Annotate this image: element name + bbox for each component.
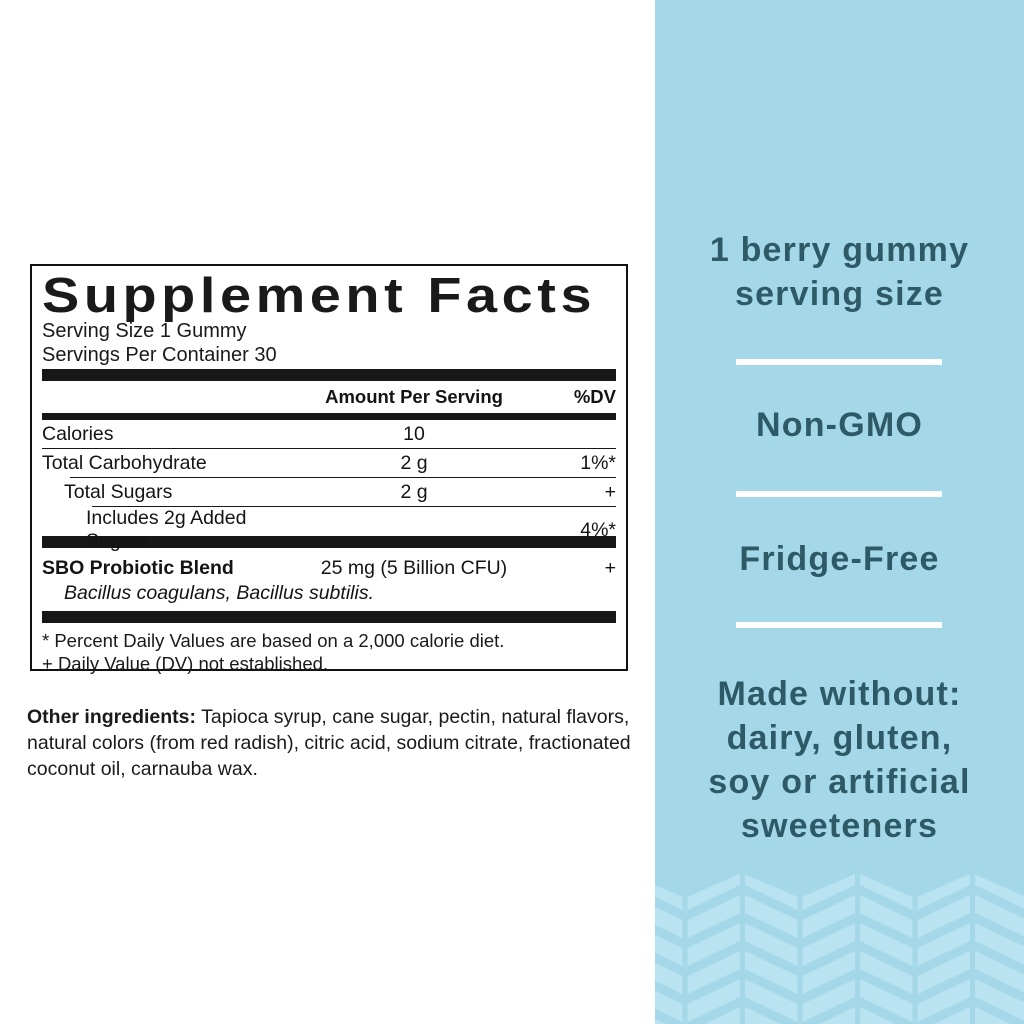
row-amount: 10: [403, 423, 425, 445]
footnote-dv-not-established: + Daily Value (DV) not established.: [42, 653, 329, 674]
claim-line: 1 berry gummy: [709, 231, 970, 269]
row-dv: +: [604, 557, 616, 579]
claim-line: Non-GMO: [755, 406, 924, 444]
other-ingredients-text: Tapioca syrup, cane sugar, pectin, natur…: [27, 705, 631, 780]
other-ingredients-label: Other ingredients:: [27, 705, 197, 728]
servings-per-container: Servings Per Container 30: [42, 344, 277, 366]
row-name: SBO Probiotic Blend: [42, 557, 234, 579]
serving-size: Serving Size 1 Gummy: [42, 320, 247, 342]
supplement-facts-panel: Supplement Facts Serving Size 1 Gummy Se…: [30, 264, 628, 674]
claim-line: soy or artificial: [708, 763, 971, 801]
claim-made-without: Made without: dairy, gluten, soy or arti…: [655, 672, 1024, 848]
other-ingredients: Other ingredients: Tapioca syrup, cane s…: [27, 704, 633, 782]
table-row-calories: Calories 10: [42, 420, 616, 449]
table-row-sbo-probiotic-blend: SBO Probiotic Blend 25 mg (5 Billion CFU…: [42, 556, 616, 581]
chevron-pattern-icon: [655, 873, 1024, 1024]
row-name: Includes 2g Added Sugars: [86, 507, 247, 552]
probiotic-species: Bacillus coagulans, Bacillus subtilis.: [64, 582, 374, 604]
row-amount: 2 g: [400, 452, 428, 474]
claim-line: Fridge-Free: [739, 540, 940, 578]
claims-divider: [736, 491, 942, 497]
claim-non-gmo: Non-GMO: [655, 403, 1024, 447]
table-row-added-sugars: Includes 2g Added Sugars 4%*: [42, 507, 616, 552]
claims-panel: 1 berry gummy serving size Non-GMO Fridg…: [655, 0, 1024, 1024]
claim-line: dairy, gluten,: [726, 719, 953, 757]
supplement-facts-title: Supplement Facts: [42, 269, 597, 323]
row-separator: [70, 476, 616, 478]
row-name: Total Sugars: [64, 481, 173, 503]
footnote-percent-dv: * Percent Daily Values are based on a 2,…: [42, 630, 505, 651]
row-name: Total Carbohydrate: [42, 452, 207, 474]
header-dv: %DV: [573, 385, 616, 407]
row-separator: [42, 447, 616, 449]
footnotes: * Percent Daily Values are based on a 2,…: [42, 629, 616, 675]
row-dv: 1%*: [580, 452, 616, 474]
divider-bar: [42, 536, 616, 548]
table-header-row: Amount Per Serving %DV: [42, 382, 616, 411]
header-amount-per-serving: Amount Per Serving: [325, 385, 503, 407]
row-amount: 25 mg (5 Billion CFU): [320, 557, 508, 579]
claims-divider: [736, 622, 942, 628]
claim-line: sweeteners: [740, 807, 939, 845]
claim-line: Made without:: [717, 675, 962, 713]
table-row-total-carbohydrate: Total Carbohydrate 2 g 1%*: [42, 449, 616, 478]
claim-fridge-free: Fridge-Free: [655, 537, 1024, 581]
row-separator: [92, 505, 616, 507]
divider-bar: [42, 413, 616, 420]
table-row-total-sugars: Total Sugars 2 g +: [42, 478, 616, 507]
claim-line: serving size: [734, 275, 945, 313]
claim-serving-size: 1 berry gummy serving size: [655, 228, 1024, 316]
divider-bar: [42, 611, 616, 623]
claims-divider: [736, 359, 942, 365]
divider-bar: [42, 369, 616, 381]
row-dv: 4%*: [580, 518, 616, 541]
row-amount: 2 g: [400, 481, 428, 503]
row-dv: +: [604, 481, 616, 503]
row-name: Calories: [42, 423, 114, 445]
